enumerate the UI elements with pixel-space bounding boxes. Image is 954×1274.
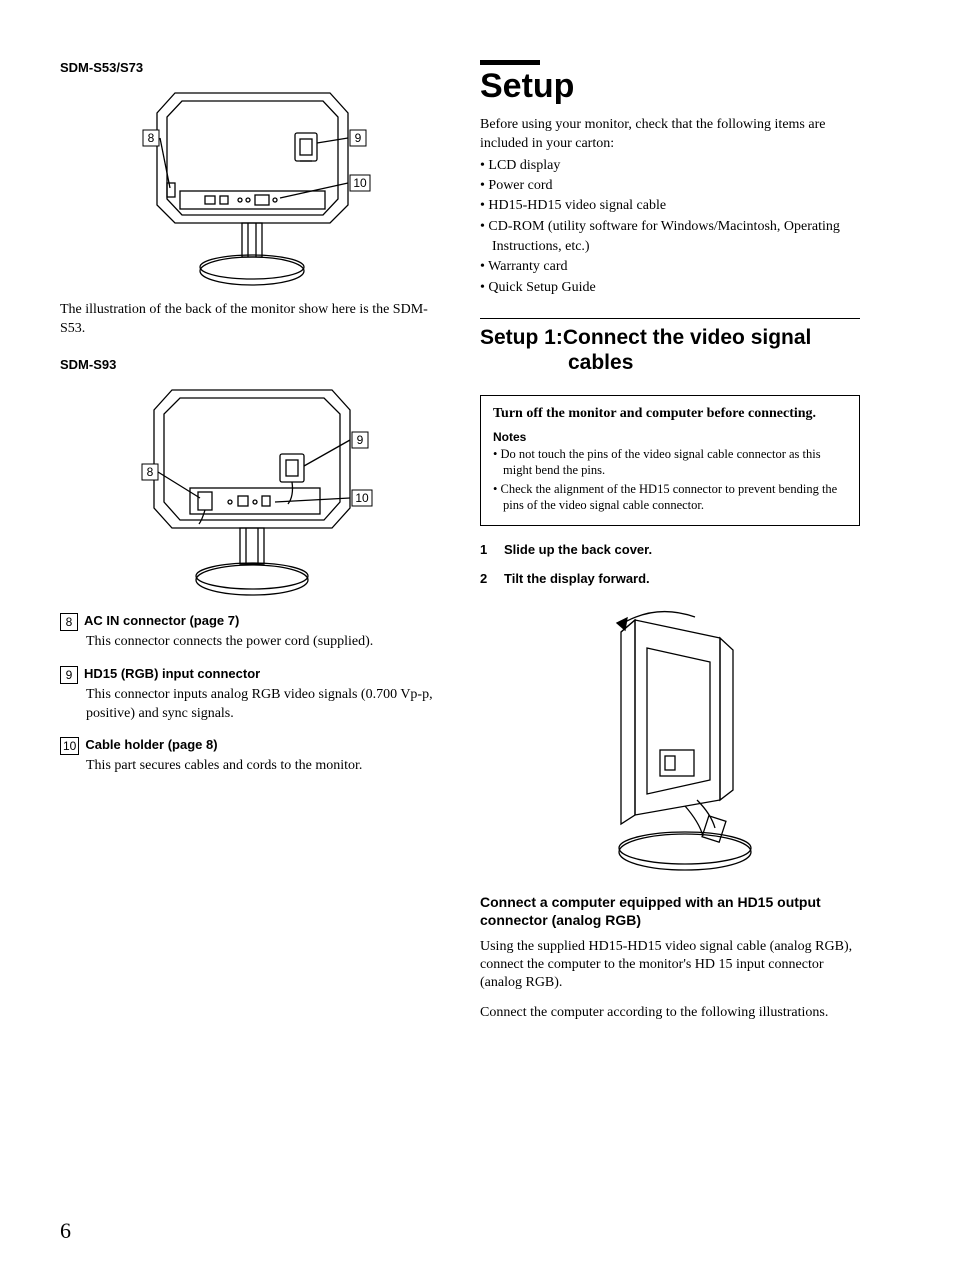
list-item: HD15-HD15 video signal cable: [480, 196, 860, 216]
model1-heading: SDM-S53/S73: [60, 60, 440, 75]
svg-text:8: 8: [147, 465, 154, 479]
step-num: 2: [480, 571, 492, 586]
note-box-title: Turn off the monitor and computer before…: [493, 406, 847, 422]
note-box: Turn off the monitor and computer before…: [480, 395, 860, 526]
step-text: Tilt the display forward.: [504, 571, 650, 586]
callout-title: HD15 (RGB) input connector: [84, 666, 260, 681]
step-text: Slide up the back cover.: [504, 542, 652, 557]
model1-caption: The illustration of the back of the moni…: [60, 301, 440, 339]
svg-text:10: 10: [353, 176, 367, 190]
notes-list: Do not touch the pins of the video signa…: [493, 446, 847, 513]
svg-text:9: 9: [355, 131, 362, 145]
connect-heading: Connect a computer equipped with an HD15…: [480, 893, 860, 929]
callout-title: Cable holder (page 8): [85, 737, 217, 752]
step: 2 Tilt the display forward.: [480, 571, 860, 586]
callout-desc: This connector connects the power cord (…: [86, 633, 440, 652]
callout-num: 10: [60, 737, 79, 755]
section-rule: [480, 318, 860, 319]
callout-title: AC IN connector (page 7): [84, 613, 239, 628]
list-item: Do not touch the pins of the video signa…: [493, 446, 847, 479]
list-item: Check the alignment of the HD15 connecto…: [493, 481, 847, 514]
list-item: Quick Setup Guide: [480, 278, 860, 298]
callout-num: 8: [60, 613, 78, 631]
intro-paragraph: Before using your monitor, check that th…: [480, 116, 860, 154]
callout-desc: This part secures cables and cords to th…: [86, 757, 440, 776]
list-item: Warranty card: [480, 257, 860, 277]
step: 1 Slide up the back cover.: [480, 542, 860, 557]
list-item: LCD display: [480, 156, 860, 176]
diagram-sdm-s53: 8 9 10: [60, 83, 440, 293]
svg-text:10: 10: [355, 491, 369, 505]
tilt-diagram: [480, 600, 860, 875]
carton-list: LCD display Power cord HD15-HD15 video s…: [480, 156, 860, 298]
left-column: SDM-S53/S73: [60, 60, 440, 1034]
svg-text:9: 9: [357, 433, 364, 447]
step-num: 1: [480, 542, 492, 557]
notes-heading: Notes: [493, 430, 847, 444]
list-item: CD-ROM (utility software for Windows/Mac…: [480, 217, 860, 258]
connect-para1: Using the supplied HD15-HD15 video signa…: [480, 938, 860, 993]
callout-desc: This connector inputs analog RGB video s…: [86, 686, 440, 724]
callout-list: 8 AC IN connector (page 7) This connecto…: [60, 613, 440, 777]
section1-title: Setup 1:Connect the video signal cables: [480, 325, 860, 375]
setup-title: Setup: [480, 67, 860, 106]
callout-item: 10 Cable holder (page 8) This part secur…: [60, 737, 440, 776]
thick-rule: [480, 60, 540, 65]
callout-item: 9 HD15 (RGB) input connector This connec…: [60, 666, 440, 724]
page-number: 6: [60, 1218, 71, 1244]
diagram-sdm-s93: 8 9 10: [60, 380, 440, 605]
model2-heading: SDM-S93: [60, 357, 440, 372]
callout-num: 9: [60, 666, 78, 684]
right-column: Setup Before using your monitor, check t…: [480, 60, 860, 1034]
list-item: Power cord: [480, 176, 860, 196]
svg-text:8: 8: [148, 131, 155, 145]
connect-para2: Connect the computer according to the fo…: [480, 1004, 860, 1022]
callout-item: 8 AC IN connector (page 7) This connecto…: [60, 613, 440, 652]
